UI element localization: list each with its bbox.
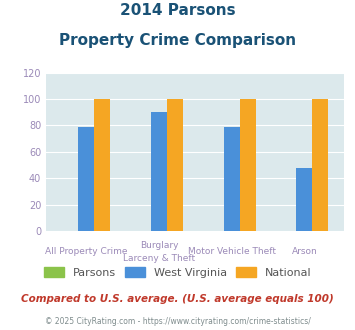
Bar (224, 127, 240, 231)
Bar (240, 99, 256, 231)
Bar (296, 168, 312, 231)
Text: Property Crime Comparison: Property Crime Comparison (59, 33, 296, 48)
Bar (94, 99, 110, 231)
Text: Compared to U.S. average. (U.S. average equals 100): Compared to U.S. average. (U.S. average … (21, 294, 334, 304)
Text: All Property Crime: All Property Crime (45, 248, 127, 256)
Text: Burglary: Burglary (140, 241, 178, 250)
Bar (78, 127, 94, 231)
Text: Arson: Arson (291, 248, 317, 256)
Text: © 2025 CityRating.com - https://www.cityrating.com/crime-statistics/: © 2025 CityRating.com - https://www.city… (45, 317, 310, 326)
Text: Motor Vehicle Theft: Motor Vehicle Theft (187, 248, 275, 256)
Text: Larceny & Theft: Larceny & Theft (123, 254, 195, 263)
Bar (151, 112, 167, 231)
Text: 2014 Parsons: 2014 Parsons (120, 3, 235, 18)
Legend: Parsons, West Virginia, National: Parsons, West Virginia, National (39, 263, 316, 282)
Bar (312, 99, 328, 231)
Bar (167, 99, 183, 231)
